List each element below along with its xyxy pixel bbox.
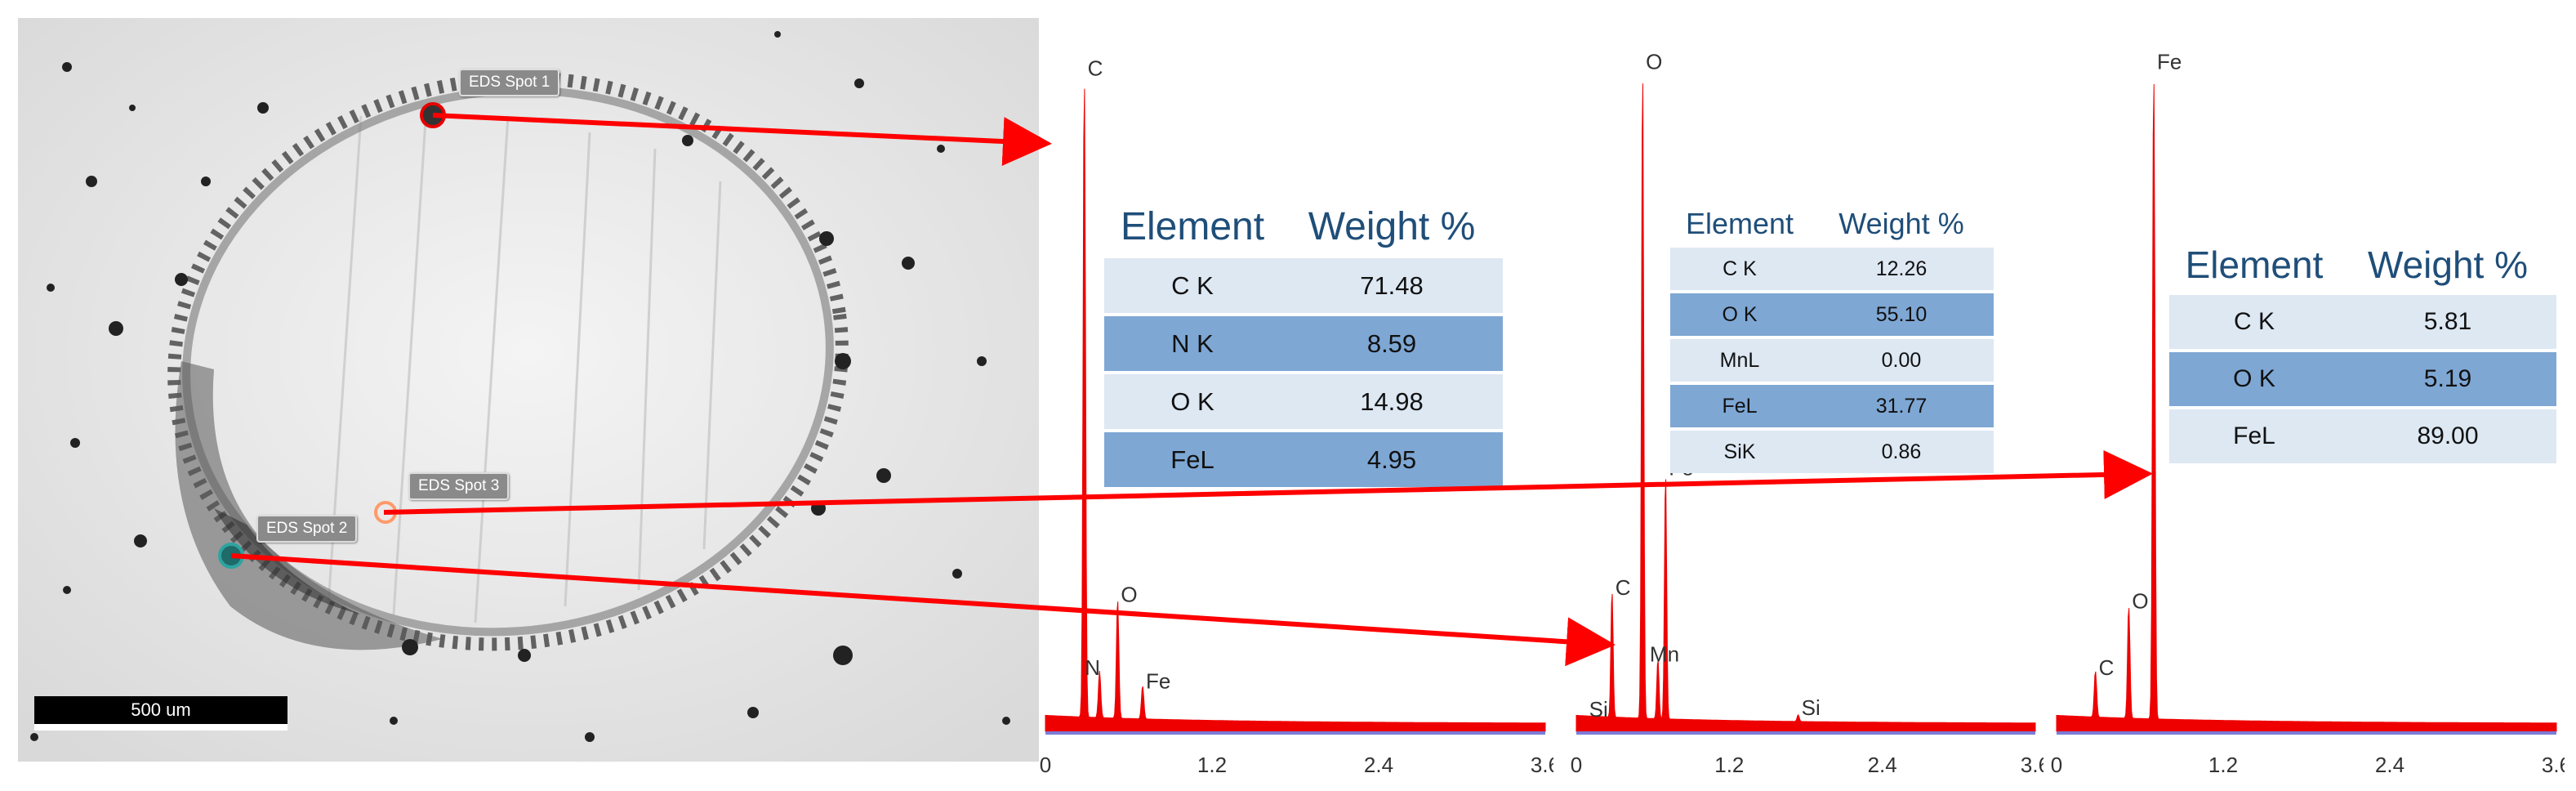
x-tick-label: 1.2 <box>1714 753 1744 777</box>
element-cell: O K <box>2233 365 2275 392</box>
x-tick-label: 3.6 <box>2542 753 2565 777</box>
peak-label: Si <box>1589 697 1608 722</box>
eds-spectrum-1: 0 1.2 2.4 3.6 C N O Fe <box>1040 56 1553 777</box>
peak-label: C <box>1088 56 1103 80</box>
composition-table-1: Element Weight % C K 71.48 N K 8.59 O K … <box>1104 204 1503 487</box>
eds-spectrum-3: 0 1.2 2.4 3.6 C O Fe <box>2051 49 2565 777</box>
element-cell: O K <box>1722 302 1758 326</box>
x-tick-label: 0 <box>1571 753 1582 777</box>
element-cell: N K <box>1171 328 1214 358</box>
x-tick-label: 0 <box>1040 753 1051 777</box>
scale-bar: 500 um <box>34 696 287 731</box>
x-tick-label: 0 <box>2051 753 2062 777</box>
micrograph-image <box>18 18 1039 762</box>
table-row: O K 5.19 <box>2169 349 2556 406</box>
table-row: MnL 0.00 <box>1670 336 1994 382</box>
peak-label: Fe <box>1146 668 1170 693</box>
spectrum-area <box>1575 83 2036 732</box>
table-row: FeL 4.95 <box>1104 429 1503 487</box>
peak-label: Si <box>1802 695 1821 720</box>
weight-cell: 8.59 <box>1366 328 1417 358</box>
spectrum-area <box>2056 83 2557 732</box>
composition-table-3: Element Weight % C K 5.81 O K 5.19 FeL 8… <box>2169 243 2556 463</box>
weight-cell: 4.95 <box>1366 445 1417 474</box>
weight-header: Weight % <box>1838 207 1964 240</box>
table-header: Element Weight % <box>2169 243 2556 292</box>
peak-label: Fe <box>2157 49 2182 74</box>
weight-cell: 89.00 <box>2417 422 2479 449</box>
table-row: O K 14.98 <box>1104 371 1503 429</box>
weight-cell: 12.26 <box>1875 257 1928 280</box>
table-header: Element Weight % <box>1104 204 1503 255</box>
weight-cell: 0.86 <box>1881 440 1922 463</box>
weight-cell: 5.81 <box>2423 308 2472 335</box>
peak-label: O <box>1646 49 1662 74</box>
weight-cell: 55.10 <box>1875 302 1928 326</box>
peak-label: C <box>1616 575 1631 600</box>
element-cell: FeL <box>1170 445 1214 474</box>
x-tick-label: 2.4 <box>2375 753 2404 777</box>
table-row: C K 5.81 <box>2169 292 2556 349</box>
weight-cell: 31.77 <box>1875 394 1928 418</box>
element-cell: FeL <box>1722 394 1758 418</box>
spot-label-1: EDS Spot 1 <box>459 69 560 96</box>
table-row: FeL 89.00 <box>2169 406 2556 463</box>
weight-header: Weight % <box>2367 244 2529 286</box>
element-cell: C K <box>1171 270 1214 300</box>
peak-label: O <box>1121 582 1137 606</box>
spot-2-marker <box>218 543 244 569</box>
spot-1-marker <box>420 102 446 128</box>
table-row: C K 12.26 <box>1670 244 1994 290</box>
weight-cell: 14.98 <box>1360 387 1424 416</box>
element-header: Element <box>2185 244 2324 286</box>
table-row: C K 71.48 <box>1104 255 1503 313</box>
x-tick-label: 3.6 <box>2021 753 2043 777</box>
element-cell: MnL <box>1719 348 1760 372</box>
element-cell: C K <box>1723 257 1757 280</box>
table-row: N K 8.59 <box>1104 313 1503 371</box>
weight-cell: 71.48 <box>1360 270 1424 300</box>
table-row: SiK 0.86 <box>1670 427 1994 473</box>
weight-header: Weight % <box>1308 205 1476 248</box>
element-header: Element <box>1120 205 1265 248</box>
element-cell: O K <box>1170 387 1214 416</box>
element-cell: SiK <box>1723 440 1756 463</box>
peak-label: O <box>2132 588 2148 613</box>
table-row: FeL 31.77 <box>1670 382 1994 427</box>
table-header: Element Weight % <box>1670 207 1994 244</box>
element-header: Element <box>1685 207 1794 240</box>
x-tick-label: 2.4 <box>1868 753 1897 777</box>
x-tick-label: 3.6 <box>1531 753 1553 777</box>
table-row: O K 55.10 <box>1670 290 1994 336</box>
spot-label-3: EDS Spot 3 <box>408 472 510 500</box>
peak-label: C <box>2099 655 2115 680</box>
element-cell: FeL <box>2233 422 2275 449</box>
peak-label: Mn <box>1650 642 1679 667</box>
x-tick-label: 2.4 <box>1364 753 1393 777</box>
spectrum-area <box>1045 88 1546 732</box>
x-tick-label: 1.2 <box>1197 753 1227 777</box>
peak-label: N <box>1085 655 1100 680</box>
element-cell: C K <box>2233 308 2275 335</box>
weight-cell: 5.19 <box>2423 365 2472 392</box>
weight-cell: 0.00 <box>1881 348 1922 372</box>
spot-label-2: EDS Spot 2 <box>256 515 358 543</box>
sem-micrograph: EDS Spot 1 EDS Spot 2 EDS Spot 3 500 um <box>18 18 1039 762</box>
composition-table-2: Element Weight % C K 12.26 O K 55.10 MnL… <box>1670 207 1994 473</box>
x-tick-label: 1.2 <box>2208 753 2238 777</box>
